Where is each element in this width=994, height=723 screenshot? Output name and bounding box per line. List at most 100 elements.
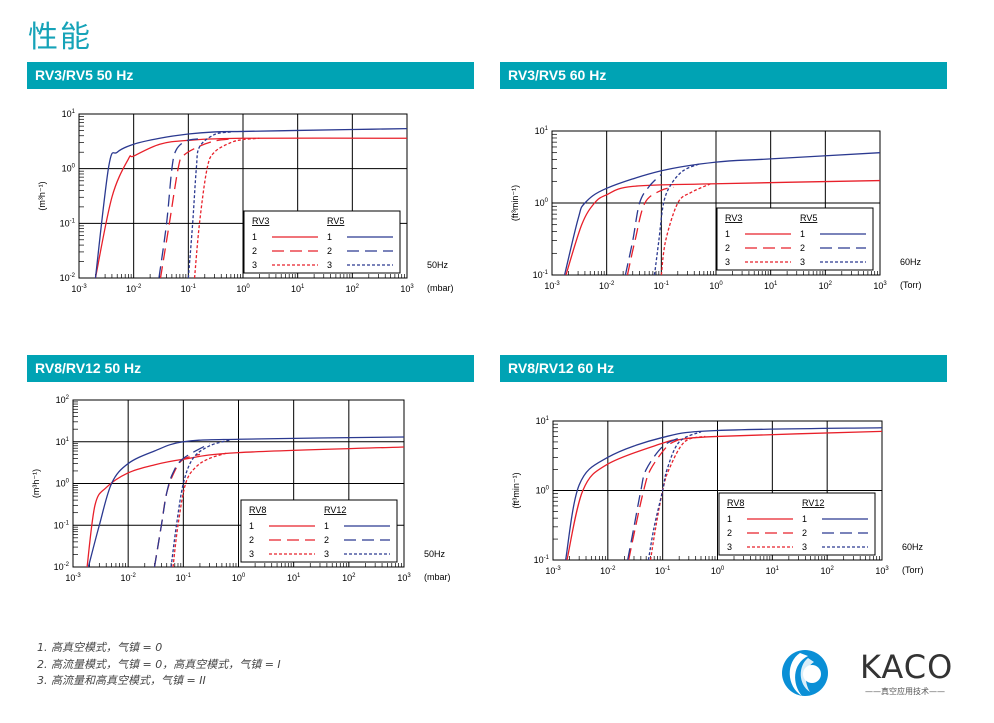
brand-tagline: ——真空应用技术—— [865, 687, 945, 696]
legend-mode-label: 2 [800, 243, 805, 253]
x-tick-label: 100 [232, 573, 246, 583]
footnote-1: 1. 高真空模式，气镇 = 0 [37, 641, 163, 654]
legend-mode-label: 1 [800, 229, 805, 239]
legend-group-rv12: RV12 [324, 505, 346, 515]
legend: RV3 1 2 3 RV5 1 2 3 [243, 210, 401, 274]
x-tick-label: 100 [236, 284, 250, 294]
y-tick-label: 100 [56, 479, 70, 489]
frequency-label: 60Hz [900, 257, 922, 267]
footnotes: 1. 高真空模式，气镇 = 0 2. 高流量模式，气镇 = 0，高真空模式，气镇… [37, 640, 281, 690]
legend-mode-label: 2 [324, 535, 329, 545]
legend-group-rv8: RV8 [727, 498, 744, 508]
x-tick-label: 10-3 [65, 573, 81, 583]
x-unit-label: (mbar) [424, 572, 451, 582]
footnote-2: 2. 高流量模式，气镇 = 0，高真空模式，气镇 = I [37, 657, 281, 671]
y-tick-label: 100 [62, 164, 76, 174]
legend-group-rv3: RV3 [252, 216, 269, 226]
y-tick-label: 100 [535, 198, 549, 208]
legend-mode-label: 3 [252, 260, 257, 270]
legend-mode-label: 3 [800, 257, 805, 267]
legend-group-rv5: RV5 [327, 216, 344, 226]
x-tick-label: 10-3 [545, 566, 561, 576]
x-tick-label: 10-1 [176, 573, 192, 583]
series-rv8-mode-1 [566, 430, 882, 560]
x-unit-label: (mbar) [427, 283, 454, 293]
series-rv5-mode-3 [653, 163, 700, 275]
legend-group-rv12: RV12 [802, 498, 824, 508]
series-rv3-mode-3 [193, 137, 260, 278]
y-tick-label: 10-1 [533, 270, 549, 280]
chart-2: 10-3 10-2 10-1 100 101 102 103 10-1 100 101 RV3 1 2 3… [510, 126, 922, 291]
legend-box [243, 210, 401, 274]
legend-mode-label: 1 [802, 514, 807, 524]
y-axis-label: (ft³min⁻¹) [510, 185, 520, 221]
x-tick-label: 101 [291, 284, 305, 294]
y-tick-label: 10-2 [54, 562, 70, 572]
frequency-label: 60Hz [902, 542, 924, 552]
y-tick-label: 101 [536, 416, 550, 426]
x-tick-label: 10-1 [654, 281, 670, 291]
series-rv12-mode-1 [87, 436, 404, 567]
chart-header-rv8-rv12-50hz: RV8/RV12 50 Hz [27, 355, 474, 382]
y-axis-label: (m³h⁻¹) [31, 469, 41, 498]
chart-header-rv8-rv12-60hz: RV8/RV12 60 Hz [500, 355, 947, 382]
x-tick-label: 10-2 [126, 284, 142, 294]
x-tick-label: 102 [346, 284, 360, 294]
footnote-3: 3. 高流量和高真空模式，气镇 = II [37, 674, 206, 687]
legend-mode-label: 3 [725, 257, 730, 267]
legend-mode-label: 2 [727, 528, 732, 538]
legend-mode-label: 1 [252, 232, 257, 242]
legend: RV8 1 2 3 RV12 1 2 3 [240, 499, 398, 563]
legend-mode-label: 3 [327, 260, 332, 270]
x-tick-label: 10-3 [71, 284, 87, 294]
x-unit-label: (Torr) [900, 280, 922, 290]
series-rv3-mode-2 [626, 186, 675, 275]
y-axis-label: (ft³min⁻¹) [511, 472, 521, 508]
kaco-logo-icon [782, 650, 828, 696]
legend-mode-label: 3 [802, 542, 807, 552]
y-tick-label: 100 [536, 486, 550, 496]
y-tick-label: 101 [535, 126, 549, 136]
legend-mode-label: 1 [725, 229, 730, 239]
y-axis-label: (m³h⁻¹) [37, 181, 47, 210]
legend-mode-label: 3 [249, 549, 254, 559]
x-tick-label: 102 [342, 573, 356, 583]
series-rv8-mode-3 [172, 452, 227, 567]
frequency-label: 50Hz [424, 549, 446, 559]
legend-mode-label: 2 [802, 528, 807, 538]
x-tick-label: 10-2 [600, 566, 616, 576]
legend-mode-label: 1 [249, 521, 254, 531]
x-tick-label: 103 [873, 281, 887, 291]
series-rv12-mode-2 [627, 437, 680, 560]
series-rv5-mode-3 [187, 131, 231, 278]
frequency-label: 50Hz [427, 260, 449, 270]
series-rv12-mode-3 [647, 431, 702, 560]
x-tick-label: 103 [400, 284, 414, 294]
series-rv8-mode-1 [86, 446, 404, 567]
y-tick-label: 10-1 [60, 218, 76, 228]
x-tick-label: 100 [711, 566, 725, 576]
chart-3: 10-3 10-2 10-1 100 101 102 10310-210-110010110… [31, 395, 451, 583]
x-tick-label: 10-1 [655, 566, 671, 576]
series-rv8-mode-2 [628, 439, 680, 560]
y-tick-label: 102 [56, 395, 70, 405]
series-rv5-mode-1 [563, 152, 880, 275]
page-title: 性能 [28, 20, 92, 55]
legend-mode-label: 2 [252, 246, 257, 256]
charts-canvas: 10-3 10-2 10-1 100 101 102 10310-210-1100101RV… [31, 109, 924, 583]
y-tick-label: 101 [62, 109, 76, 119]
legend-group-rv3: RV3 [725, 213, 742, 223]
x-tick-label: 102 [820, 566, 834, 576]
chart-header-rv3-rv5-50hz: RV3/RV5 50 Hz [27, 62, 474, 89]
series-rv12-mode-2 [153, 443, 210, 567]
series-rv3-mode-2 [159, 138, 231, 278]
chart-4: 10-3 10-2 10-1 100 101 102 103 10-1 100 101 RV8 1 2 3… [511, 416, 924, 576]
x-tick-label: 10-2 [120, 573, 136, 583]
brand-name: KACO [860, 648, 954, 686]
x-tick-label: 10-2 [599, 281, 615, 291]
legend-box [716, 207, 874, 271]
chart-header-rv3-rv5-60hz: RV3/RV5 60 Hz [500, 62, 947, 89]
legend-mode-label: 3 [727, 542, 732, 552]
y-tick-label: 10-1 [54, 520, 70, 530]
series-rv3-mode-1 [565, 179, 880, 275]
